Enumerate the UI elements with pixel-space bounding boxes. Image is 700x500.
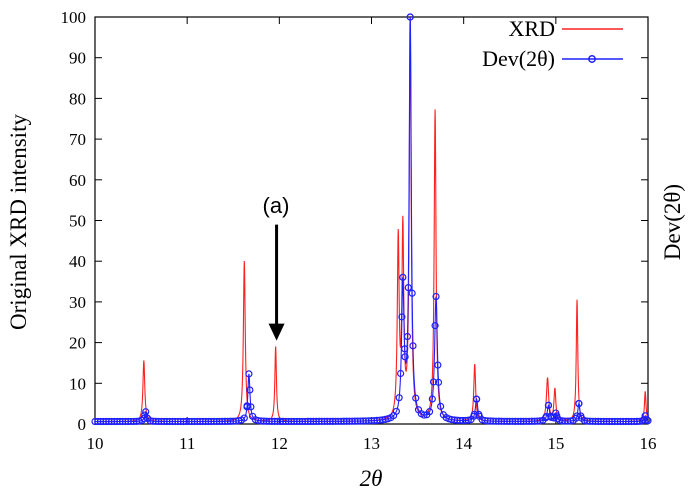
- x-tick-label: 15: [547, 434, 564, 453]
- series-marker: [412, 394, 420, 402]
- y-tick-label: 40: [69, 252, 86, 271]
- x-tick-label: 12: [271, 434, 288, 453]
- series-marker: [636, 417, 644, 425]
- series-marker: [643, 416, 651, 424]
- series-marker: [392, 407, 400, 415]
- y-tick-label: 60: [69, 171, 86, 190]
- x-tick-label: 10: [87, 434, 104, 453]
- y-tick-label: 50: [69, 212, 86, 231]
- series-marker: [425, 408, 434, 416]
- y-tick-label: 100: [61, 8, 87, 27]
- series-marker: [472, 395, 481, 403]
- series-marker: [575, 399, 583, 408]
- annotation-label: (a): [263, 193, 290, 218]
- series-marker: [240, 414, 248, 422]
- annotation-arrow-head: [268, 323, 285, 341]
- series-marker: [246, 386, 254, 394]
- series-line-1: [95, 16, 649, 423]
- series-marker: [235, 417, 243, 425]
- y-tick-label: 80: [69, 89, 86, 108]
- series-marker: [437, 402, 445, 410]
- series-marker: [403, 332, 412, 341]
- series-marker: [434, 378, 443, 386]
- y-tick-label: 10: [69, 374, 86, 393]
- x-tick-label: 11: [179, 434, 195, 453]
- y-tick-label: 0: [78, 415, 87, 434]
- y2-axis-label: Dev(2θ): [660, 184, 685, 260]
- series-marker: [142, 408, 150, 416]
- legend-dev-label: Dev(2θ): [482, 46, 555, 71]
- series-marker: [542, 412, 550, 421]
- x-axis-label: 2θ: [360, 466, 383, 491]
- series-marker: [536, 417, 544, 425]
- x-tick-label: 13: [363, 434, 380, 453]
- series-marker: [406, 13, 414, 21]
- legend-dev-marker: [588, 55, 596, 63]
- series-marker: [401, 353, 409, 361]
- x-tick-label: 16: [640, 434, 657, 453]
- series-marker: [432, 292, 440, 301]
- series-marker: [404, 283, 412, 292]
- series-marker: [566, 417, 575, 425]
- y-tick-label: 70: [69, 130, 86, 149]
- annotation-a: (a): [263, 193, 290, 341]
- series-marker: [399, 273, 407, 281]
- legend: XRD Dev(2θ): [482, 16, 623, 71]
- y-tick-label: 20: [69, 334, 86, 353]
- series-marker: [644, 417, 652, 425]
- series-marker: [544, 401, 553, 409]
- series-marker: [408, 289, 416, 297]
- series-marker: [431, 322, 439, 330]
- series-marker: [434, 361, 442, 369]
- plot-frame: [94, 16, 649, 425]
- y-tick-label: 30: [69, 293, 86, 312]
- series-marker: [639, 416, 648, 424]
- series-marker: [397, 369, 405, 378]
- series-marker: [140, 414, 148, 423]
- series-marker: [243, 402, 251, 410]
- series-marker: [245, 370, 253, 378]
- series-marker: [429, 378, 438, 386]
- series-marker: [401, 345, 409, 353]
- series-marker: [428, 395, 436, 403]
- series-marker: [420, 411, 428, 419]
- series-marker: [409, 342, 417, 350]
- series-layer: [91, 13, 652, 426]
- legend-xrd-label: XRD: [509, 16, 555, 41]
- y-axis-label: Original XRD intensity: [6, 114, 31, 330]
- y-tick-label: 90: [69, 49, 86, 68]
- series-line-0: [95, 16, 649, 423]
- series-marker: [247, 403, 255, 411]
- series-marker: [395, 394, 403, 402]
- x-tick-label: 14: [455, 434, 473, 453]
- series-marker: [398, 313, 406, 321]
